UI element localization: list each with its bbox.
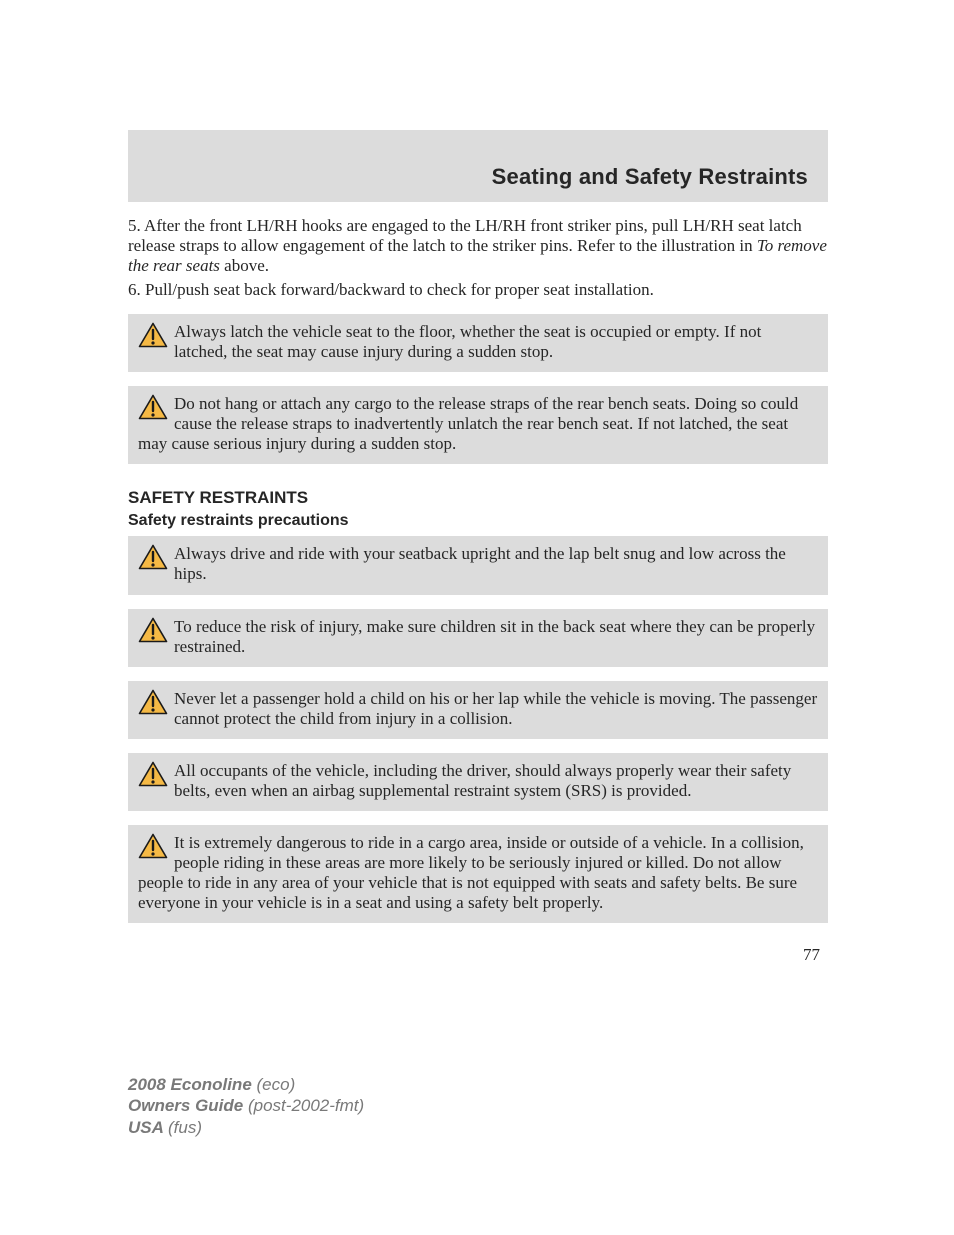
warning-icon: [138, 322, 168, 353]
footer-line-2: Owners Guide (post-2002-fmt): [128, 1095, 364, 1116]
footer-guide-code: (post-2002-fmt): [248, 1096, 364, 1115]
warning-text-3: Always drive and ride with your seatback…: [138, 544, 818, 584]
warning-icon: [138, 833, 168, 864]
warning-text-7: It is extremely dangerous to ride in a c…: [138, 833, 818, 913]
chapter-title: Seating and Safety Restraints: [148, 164, 808, 190]
page-content: Seating and Safety Restraints 5. After t…: [128, 130, 828, 965]
warning-icon: [138, 617, 168, 648]
warning-box-3: Always drive and ride with your seatback…: [128, 536, 828, 594]
footer-line-1: 2008 Econoline (eco): [128, 1074, 364, 1095]
warning-icon: [138, 394, 168, 425]
footer-model-code: (eco): [257, 1075, 296, 1094]
chapter-header-band: Seating and Safety Restraints: [128, 130, 828, 202]
section-safety-restraints: SAFETY RESTRAINTS: [128, 488, 828, 508]
footer-guide: Owners Guide: [128, 1096, 248, 1115]
step-5-suffix: above.: [220, 256, 269, 275]
warning-box-4: To reduce the risk of injury, make sure …: [128, 609, 828, 667]
footer-model: 2008 Econoline: [128, 1075, 257, 1094]
warning-icon: [138, 761, 168, 792]
warning-text-6: All occupants of the vehicle, including …: [138, 761, 818, 801]
footer-block: 2008 Econoline (eco) Owners Guide (post-…: [128, 1074, 364, 1138]
warning-box-6: All occupants of the vehicle, including …: [128, 753, 828, 811]
warning-text-2: Do not hang or attach any cargo to the r…: [138, 394, 818, 454]
footer-line-3: USA (fus): [128, 1117, 364, 1138]
warning-icon: [138, 689, 168, 720]
page-number: 77: [128, 945, 828, 965]
warning-text-4: To reduce the risk of injury, make sure …: [138, 617, 818, 657]
footer-region: USA: [128, 1118, 168, 1137]
step-5: 5. After the front LH/RH hooks are engag…: [128, 216, 828, 276]
subsection-precautions: Safety restraints precautions: [128, 512, 828, 530]
warning-icon: [138, 544, 168, 575]
warning-box-7: It is extremely dangerous to ride in a c…: [128, 825, 828, 923]
step-5-prefix: 5. After the front LH/RH hooks are engag…: [128, 216, 802, 255]
warning-text-5: Never let a passenger hold a child on hi…: [138, 689, 818, 729]
warning-box-1: Always latch the vehicle seat to the flo…: [128, 314, 828, 372]
warning-box-5: Never let a passenger hold a child on hi…: [128, 681, 828, 739]
step-6: 6. Pull/push seat back forward/backward …: [128, 280, 828, 300]
warning-text-1: Always latch the vehicle seat to the flo…: [138, 322, 818, 362]
warning-box-2: Do not hang or attach any cargo to the r…: [128, 386, 828, 464]
footer-region-code: (fus): [168, 1118, 202, 1137]
